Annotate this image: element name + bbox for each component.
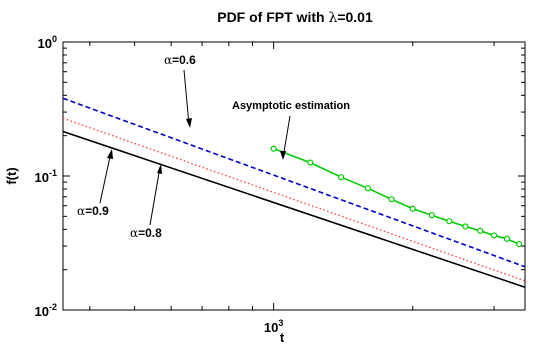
annotation-arrowhead-alpha-0-9 [107, 149, 113, 159]
annotation-arrow-alpha-0-9 [99, 151, 112, 204]
series-marker [307, 159, 314, 166]
annotation-arrowhead-alpha-0-6 [186, 118, 192, 128]
annotation-arrowhead-asymptotic [280, 151, 286, 160]
series-marker [270, 145, 277, 152]
series-marker [409, 205, 416, 212]
y-tick-label: 100 [38, 34, 57, 51]
series-marker [503, 235, 511, 242]
plot-area-frame [62, 41, 526, 311]
tick-group: 10-2 10-1 100 103 [35, 34, 525, 335]
series-marker [516, 241, 523, 248]
series-line-0 [62, 97, 526, 268]
series-marker [477, 227, 484, 234]
series-line-1 [62, 117, 526, 282]
x-axis-label: t [280, 330, 285, 345]
y-tick-label: 10-2 [35, 302, 57, 319]
annotation-arrow-alpha-0-8 [149, 166, 161, 226]
x-tick-label: 103 [264, 318, 283, 335]
series-line-2 [62, 130, 526, 288]
annotation-arrowhead-alpha-0-8 [157, 164, 162, 174]
annotation-alpha-0-9: α=0.9 [77, 204, 109, 218]
chart-title: PDF of FPT with λ=0.01 [217, 9, 373, 26]
annotation-alpha-0-8: α=0.8 [130, 226, 162, 240]
series-marker [446, 218, 453, 225]
annotation-asymptotic: Asymptotic estimation [232, 100, 350, 112]
series-marker [490, 232, 498, 239]
y-axis-label: f(t) [4, 167, 19, 184]
series-marker [364, 185, 372, 192]
series-marker [388, 196, 395, 203]
y-tick-label: 10-1 [35, 168, 57, 185]
annotation-alpha-0-6: α=0.6 [164, 53, 196, 67]
series-marker [338, 174, 345, 181]
series-group [62, 97, 526, 288]
series-marker [462, 223, 469, 230]
series-marker [428, 212, 435, 219]
annotation-arrow-alpha-0-6 [183, 69, 190, 126]
